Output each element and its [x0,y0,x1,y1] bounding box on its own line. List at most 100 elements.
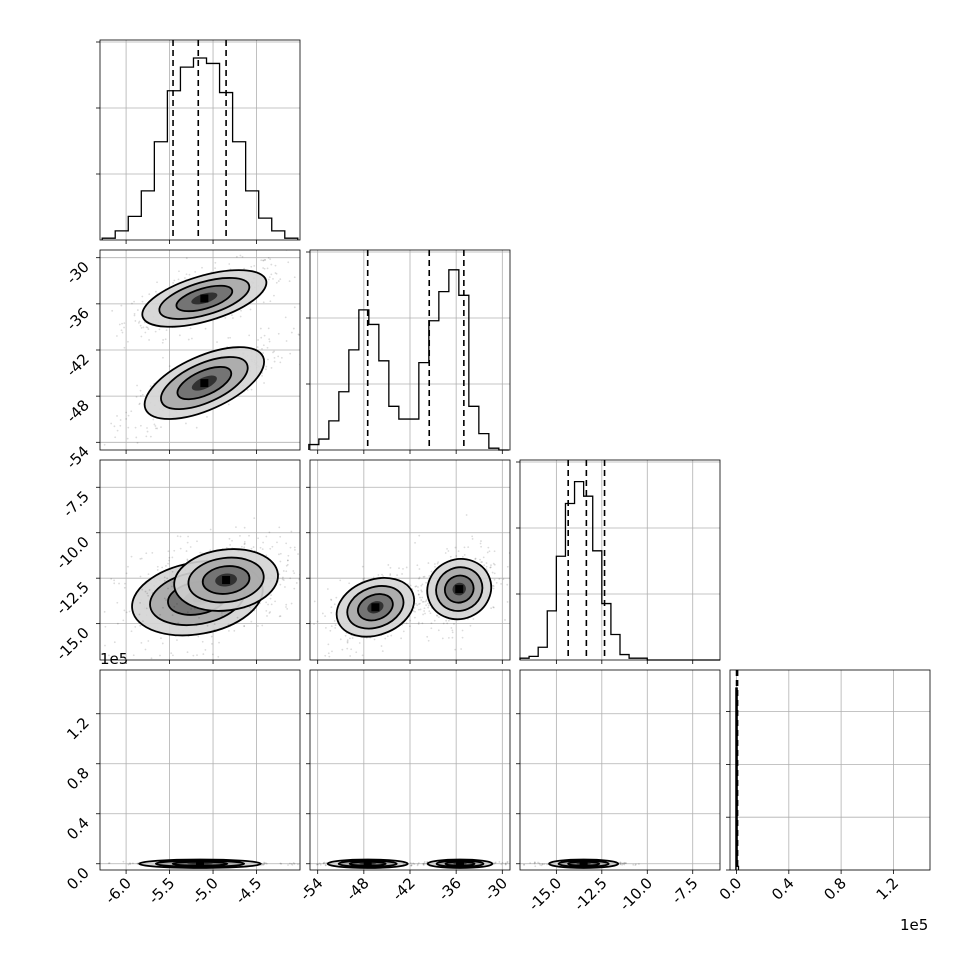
sample-point [322,862,325,864]
sample-point [270,367,273,369]
sample-point [405,566,408,569]
sample-point [261,863,264,865]
panel-4-3-frame [519,669,721,871]
sample-point [425,604,428,607]
x-tick-label: 0.4 [768,874,798,904]
sample-point [257,537,260,540]
sample-point [163,576,166,579]
sample-point [533,861,536,864]
sample-point [416,604,419,607]
sample-point [417,593,420,596]
sample-point [165,329,168,332]
density-peak [456,859,464,868]
sample-point [274,264,277,267]
sample-point [387,564,390,566]
sample-point [198,616,200,619]
sample-point [453,623,455,625]
sample-point [422,613,424,616]
sample-point [248,334,251,337]
sample-point [280,356,283,359]
sample-point [139,389,142,392]
sample-point [128,610,131,613]
sample-point [144,590,147,593]
sample-point [417,621,420,624]
sample-point [214,261,217,264]
sample-point [304,863,306,865]
sample-point [140,335,143,338]
sample-point [401,573,403,575]
sample-point [89,419,91,421]
sample-point [216,341,218,343]
sample-point [163,597,166,600]
contour-level [138,858,262,869]
sample-point [259,602,261,605]
sample-point [493,550,496,553]
histogram-bin [429,321,439,450]
sample-point [264,258,266,261]
sample-point [262,259,264,262]
sample-point [346,647,349,650]
sample-point [416,564,419,567]
sample-point [158,328,161,331]
sample-point [184,277,186,279]
sample-point [286,563,289,566]
sample-point [472,618,475,620]
histogram-bin [319,439,329,450]
sample-point [423,600,425,603]
sample-point [419,608,422,611]
sample-point [441,637,444,640]
sample-point [186,541,189,544]
sample-point [249,606,251,609]
contour-level [175,284,234,313]
sample-point [619,861,622,864]
sample-point [243,543,246,546]
y-tick-label: -7.5 [59,487,92,520]
sample-point [119,424,122,427]
sample-point [185,257,188,260]
sample-point [474,557,477,560]
sample-point [138,320,141,323]
y-tick-label: -36 [63,304,93,334]
sample-point [118,323,121,326]
sample-point [377,574,380,576]
sample-point [186,559,189,562]
sample-point [427,562,430,564]
sample-point [181,613,184,616]
sample-point [275,281,278,284]
sample-point [90,864,92,866]
histogram-bin [141,191,154,240]
sample-point [525,579,527,581]
sample-point [540,864,543,867]
sample-point [141,295,144,298]
sample-point [193,607,196,610]
sample-point [418,602,421,605]
sample-point [293,587,296,590]
sample-point [623,861,626,864]
sample-point [292,570,295,572]
sample-point [362,578,365,580]
sample-point [250,265,253,268]
sample-point [138,403,141,406]
sample-point [621,862,623,865]
histogram-1 [101,57,299,240]
sample-point [253,517,256,520]
sample-point [186,611,189,614]
sample-point [623,863,626,866]
sample-point [279,552,282,555]
y-tick-label: -15.0 [53,624,93,664]
sample-point [147,640,150,642]
sample-point [162,339,165,341]
sample-point [363,579,365,582]
sample-point [148,293,151,296]
sample-point [235,526,237,528]
sample-point [279,278,282,281]
sample-point [398,567,400,570]
sample-point [410,864,413,867]
sample-point [335,596,338,599]
sample-point [167,587,169,590]
contour-level [176,366,233,401]
sample-point [262,267,265,269]
sample-point [316,620,319,623]
sample-point [425,862,428,865]
sample-point [120,329,123,332]
